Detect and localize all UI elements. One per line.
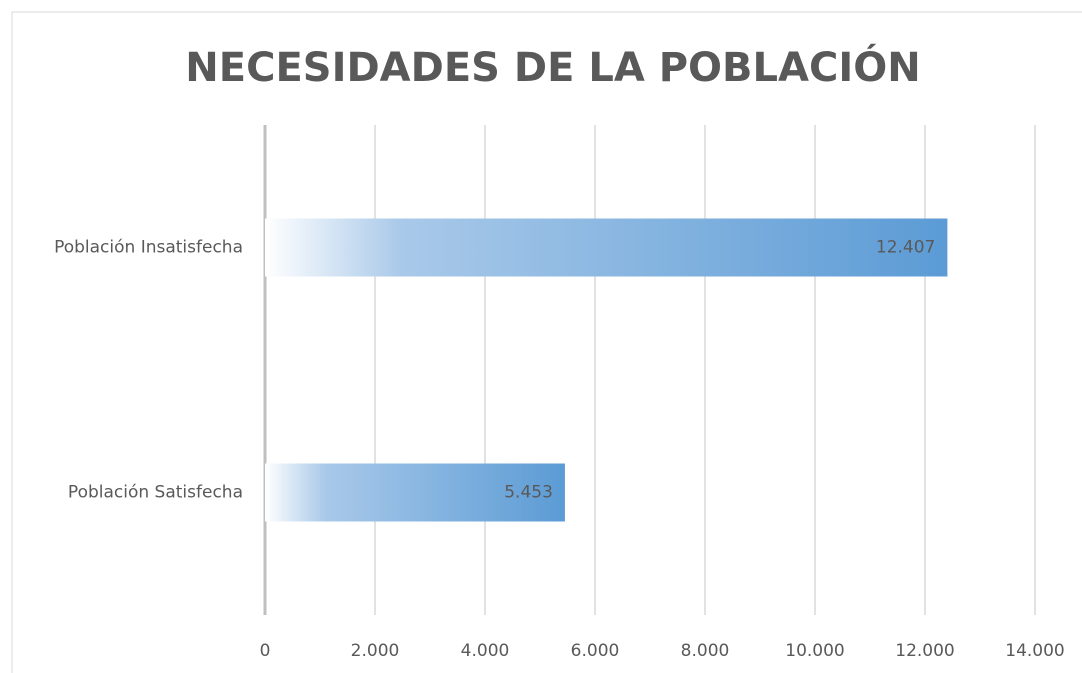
x-tick-label: 0 bbox=[260, 641, 271, 661]
x-tick-label: 10.000 bbox=[785, 641, 844, 661]
y-tick-label: Población Insatisfecha bbox=[54, 238, 243, 258]
chart-title: NECESIDADES DE LA POBLACIÓN bbox=[185, 43, 920, 91]
data-label: 12.407 bbox=[876, 238, 935, 258]
x-tick-label: 6.000 bbox=[571, 641, 620, 661]
bar bbox=[265, 218, 948, 277]
data-label: 5.453 bbox=[504, 483, 553, 503]
y-tick-label: Población Satisfecha bbox=[68, 483, 243, 503]
x-tick-label: 4.000 bbox=[461, 641, 510, 661]
bar bbox=[265, 463, 565, 522]
chart-border bbox=[11, 11, 1082, 673]
x-tick-label: 2.000 bbox=[351, 641, 400, 661]
x-tick-label: 14.000 bbox=[1005, 641, 1064, 661]
x-tick-label: 8.000 bbox=[681, 641, 730, 661]
x-tick-label: 12.000 bbox=[895, 641, 954, 661]
